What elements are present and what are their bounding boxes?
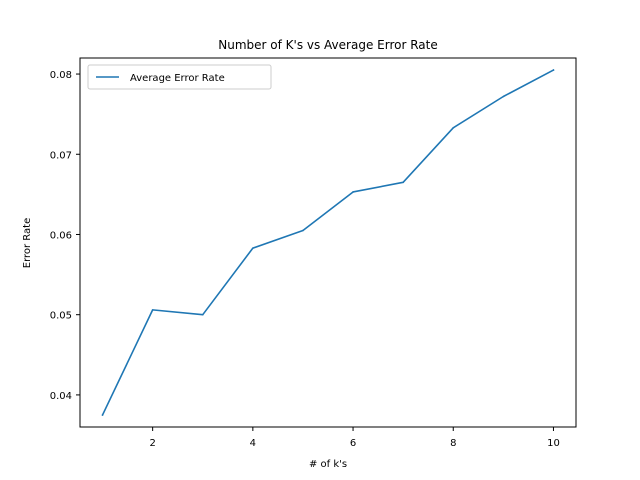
legend-box [87,64,272,90]
y-tick-label: 0.08 [50,70,72,81]
data-point [252,247,254,249]
y-tick-label: 0.06 [50,230,72,241]
y-tick-label: 0.07 [50,150,72,161]
y-tick-label: 0.04 [50,391,72,402]
data-point [151,309,154,311]
y-tick-label: 0.05 [50,311,72,322]
chart-title: Number of K's vs Average Error Rate [218,38,437,52]
data-point [552,69,555,71]
x-tick-label: 2 [149,438,155,449]
data-point [402,181,404,184]
legend: Average Error Rate [87,64,272,90]
axes: 2 4 6 8 10 0.04 0.05 0.06 0.07 0.08 [50,57,577,449]
plot-area [101,68,555,417]
x-tick-label: 8 [450,438,456,449]
x-axis-label: # of k's [309,459,347,470]
data-point [101,414,104,416]
data-point [352,191,354,193]
data-point [302,229,304,232]
x-tick-label: 4 [250,438,256,449]
series-line-0 [101,68,555,417]
data-point [502,95,505,98]
y-axis-label: Error Rate [22,218,33,268]
legend-label: Average Error Rate [130,73,225,84]
data-point [201,313,204,316]
data-point [452,126,455,129]
axes-frame [79,57,577,428]
x-tick-label: 10 [547,438,560,449]
x-tick-label: 6 [350,438,356,449]
